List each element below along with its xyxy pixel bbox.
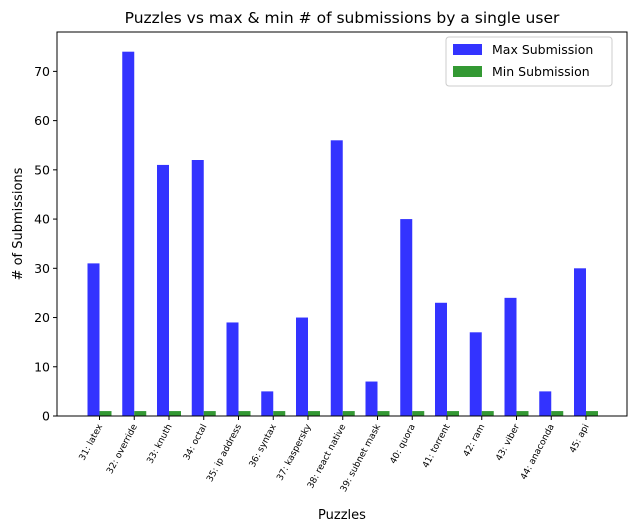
bar-min-3 — [169, 411, 181, 416]
x-tick-label-2: 32: override — [105, 422, 140, 475]
x-tick-label-8: 38: react native — [306, 422, 349, 490]
y-tick-label-0: 0 — [42, 409, 50, 424]
bar-min-1 — [99, 411, 112, 416]
x-tick-label-11: 41: torrent — [421, 422, 453, 470]
x-tick-label-14: 44: anaconda — [519, 423, 557, 482]
x-tick-label-6: 36: syntax — [248, 422, 279, 469]
y-tick-label-60: 60 — [34, 113, 50, 128]
bar-max-10 — [400, 219, 413, 416]
bar-max-2 — [122, 51, 135, 416]
bar-min-9 — [377, 411, 390, 416]
x-tick-label-3: 33: knuth — [146, 423, 175, 466]
legend-label-max: Max Submission — [492, 42, 593, 57]
bar-min-11 — [447, 411, 459, 416]
y-tick-label-10: 10 — [34, 359, 50, 374]
x-tick-label-4: 34: octal — [182, 423, 209, 462]
bar-max-8 — [330, 140, 343, 417]
legend-box — [445, 36, 613, 87]
bar-min-5 — [238, 411, 251, 416]
y-tick-label-70: 70 — [34, 64, 50, 79]
bar-min-8 — [342, 411, 355, 416]
bar-min-13 — [516, 411, 529, 416]
bar-min-15 — [586, 411, 598, 416]
bar-max-15 — [574, 268, 586, 416]
x-tick-label-9: 39: subnet mask — [339, 422, 384, 494]
bar-min-10 — [412, 411, 425, 416]
plot-frame — [56, 31, 628, 417]
y-tick-label-20: 20 — [34, 310, 50, 325]
bar-max-7 — [296, 317, 308, 416]
legend: Max Submission Min Submission — [445, 36, 613, 87]
bar-max-14 — [539, 391, 552, 416]
bar-max-13 — [504, 297, 517, 416]
x-tick-label-7: 37: kaspersky — [275, 422, 313, 482]
legend-swatch-min — [453, 66, 482, 77]
x-tick-label-5: 35: ip address — [205, 422, 244, 483]
y-tick-label-50: 50 — [34, 162, 50, 177]
x-tick-label-1: 31: latex — [78, 422, 106, 462]
bar-min-6 — [273, 411, 286, 416]
bar-min-12 — [481, 411, 494, 416]
x-tick-label-10: 40: quora — [389, 423, 418, 466]
bar-max-4 — [191, 160, 204, 416]
bar-max-5 — [226, 322, 239, 416]
legend-label-min: Min Submission — [492, 64, 590, 79]
bar-max-1 — [87, 263, 100, 416]
y-axis: 0 10 20 30 40 50 60 70 — [34, 64, 57, 424]
x-tick-label-12: 42: ram — [462, 423, 487, 459]
x-axis-label: Puzzles — [318, 508, 366, 523]
legend-swatch-max — [453, 44, 482, 55]
x-tick-label-13: 43: viber — [494, 422, 522, 462]
bar-min-7 — [308, 411, 320, 416]
bar-min-2 — [134, 411, 147, 416]
bar-max-9 — [365, 381, 378, 416]
chart-title: Puzzles vs max & min # of submissions by… — [125, 9, 560, 27]
y-axis-label: # of Submissions — [11, 167, 26, 280]
bar-max-12 — [469, 332, 482, 416]
y-tick-label-40: 40 — [34, 212, 50, 227]
x-tick-label-15: 45: api — [568, 423, 591, 455]
bar-min-4 — [203, 411, 216, 416]
y-tick-label-30: 30 — [34, 261, 50, 276]
bar-min-14 — [551, 411, 564, 416]
bar-max-6 — [261, 391, 274, 416]
bar-max-3 — [157, 164, 169, 416]
bar-max-11 — [435, 302, 447, 416]
x-axis: 31: latex 32: override 33: knuth 34: octal3… — [78, 416, 592, 494]
bars-group — [87, 51, 598, 417]
